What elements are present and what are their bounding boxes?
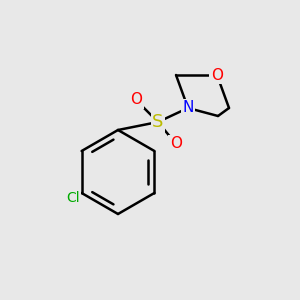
Text: N: N <box>182 100 194 116</box>
Text: O: O <box>130 92 142 107</box>
Text: O: O <box>170 136 182 152</box>
Text: N: N <box>182 100 194 116</box>
Text: S: S <box>152 113 164 131</box>
Text: O: O <box>211 68 223 82</box>
Text: Cl: Cl <box>66 191 80 205</box>
